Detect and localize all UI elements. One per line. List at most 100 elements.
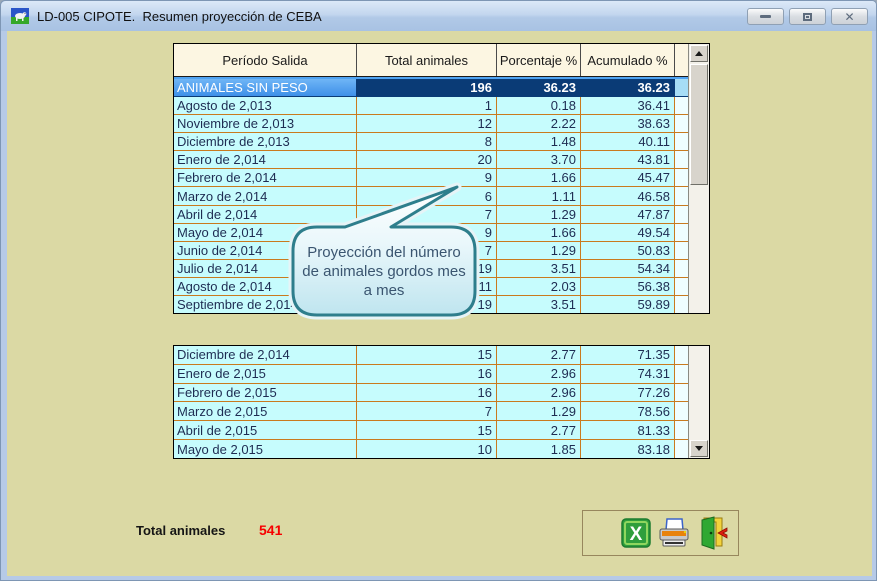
- table-cell[interactable]: 2.77: [497, 421, 581, 440]
- table-cell[interactable]: 10: [357, 440, 497, 458]
- table-cell[interactable]: 1.66: [497, 169, 581, 187]
- table-row[interactable]: Marzo de 2,015 7 1.29 78.56: [174, 402, 688, 422]
- table-cell[interactable]: 3.70: [497, 151, 581, 169]
- table-cell[interactable]: 19: [357, 295, 497, 314]
- spacer-cell[interactable]: [675, 440, 688, 458]
- table-cell[interactable]: 1.48: [497, 133, 581, 151]
- column-header-porcentaje[interactable]: Porcentaje %: [497, 44, 581, 76]
- table-cell[interactable]: 2.22: [497, 115, 581, 133]
- table-cell[interactable]: Enero de 2,014: [174, 151, 357, 169]
- table-cell[interactable]: Noviembre de 2,013: [174, 115, 357, 133]
- table-cell[interactable]: Diciembre de 2,013: [174, 133, 357, 151]
- table-cell[interactable]: 2.77: [497, 346, 581, 364]
- export-excel-button[interactable]: X: [620, 517, 652, 549]
- column-header-acumulado[interactable]: Acumulado %: [581, 44, 675, 76]
- table-cell[interactable]: 15: [357, 421, 497, 440]
- table-cell[interactable]: 83.18: [581, 440, 675, 458]
- table-cell[interactable]: 20: [357, 151, 497, 169]
- table-row[interactable]: Noviembre de 2,013 12 2.22 38.63: [174, 115, 688, 134]
- table-cell[interactable]: 1.11: [497, 187, 581, 205]
- close-button[interactable]: ✕: [831, 8, 868, 25]
- table-cell[interactable]: 1.66: [497, 223, 581, 241]
- table-cell[interactable]: Abril de 2,015: [174, 421, 357, 440]
- table-cell[interactable]: 11: [357, 277, 497, 295]
- table-cell[interactable]: 46.58: [581, 187, 675, 205]
- table-cell[interactable]: 12: [357, 115, 497, 133]
- minimize-button[interactable]: [747, 8, 784, 25]
- spacer-cell[interactable]: [675, 295, 688, 314]
- vertical-scrollbar[interactable]: [688, 346, 709, 458]
- table-cell[interactable]: ANIMALES SIN PESO: [174, 79, 357, 97]
- table-cell[interactable]: Febrero de 2,015: [174, 383, 357, 402]
- spacer-cell[interactable]: [675, 364, 688, 383]
- spacer-cell[interactable]: [675, 402, 688, 421]
- spacer-cell[interactable]: [675, 79, 688, 97]
- table-cell[interactable]: Enero de 2,015: [174, 364, 357, 383]
- table-cell[interactable]: 2.03: [497, 277, 581, 295]
- spacer-cell[interactable]: [675, 277, 688, 295]
- table-cell[interactable]: Febrero de 2,014: [174, 169, 357, 187]
- table-cell[interactable]: 9: [357, 169, 497, 187]
- table-cell[interactable]: Mayo de 2,014: [174, 223, 357, 241]
- table-cell[interactable]: 2.96: [497, 383, 581, 402]
- table-row[interactable]: Abril de 2,015 15 2.77 81.33: [174, 421, 688, 441]
- table-cell[interactable]: 56.38: [581, 277, 675, 295]
- table-cell[interactable]: 40.11: [581, 133, 675, 151]
- table-row[interactable]: Marzo de 2,014 6 1.11 46.58: [174, 187, 688, 206]
- spacer-cell[interactable]: [675, 187, 688, 205]
- table-row[interactable]: Mayo de 2,015 10 1.85 83.18: [174, 440, 688, 458]
- table-cell[interactable]: 16: [357, 383, 497, 402]
- table-row[interactable]: Enero de 2,014 20 3.70 43.81: [174, 151, 688, 170]
- table-cell[interactable]: Junio de 2,014: [174, 241, 357, 259]
- table-cell[interactable]: 16: [357, 364, 497, 383]
- spacer-cell[interactable]: [675, 115, 688, 133]
- table-cell[interactable]: Marzo de 2,015: [174, 402, 357, 421]
- table-cell[interactable]: 1.29: [497, 402, 581, 421]
- table-cell[interactable]: 54.34: [581, 259, 675, 277]
- table-cell[interactable]: 196: [357, 79, 497, 97]
- table-cell[interactable]: Septiembre de 2,014: [174, 295, 357, 314]
- table-row[interactable]: Mayo de 2,014 9 1.66 49.54: [174, 223, 688, 242]
- table-cell[interactable]: 0.18: [497, 97, 581, 115]
- spacer-cell[interactable]: [675, 133, 688, 151]
- table-cell[interactable]: 59.89: [581, 295, 675, 314]
- table-cell[interactable]: 7: [357, 402, 497, 421]
- table-row[interactable]: ANIMALES SIN PESO 196 36.23 36.23: [174, 77, 688, 98]
- table-row[interactable]: Abril de 2,014 7 1.29 47.87: [174, 205, 688, 224]
- table-cell[interactable]: 71.35: [581, 346, 675, 364]
- table-cell[interactable]: Agosto de 2,013: [174, 97, 357, 115]
- table-cell[interactable]: 43.81: [581, 151, 675, 169]
- table-cell[interactable]: 3.51: [497, 259, 581, 277]
- table-cell[interactable]: 45.47: [581, 169, 675, 187]
- table-cell[interactable]: Julio de 2,014: [174, 259, 357, 277]
- table-row[interactable]: Agosto de 2,014 11 2.03 56.38: [174, 277, 688, 296]
- table-cell[interactable]: 36.23: [581, 79, 675, 97]
- table-cell[interactable]: 3.51: [497, 295, 581, 314]
- table-row[interactable]: Junio de 2,014 7 1.29 50.83: [174, 241, 688, 260]
- table-cell[interactable]: 78.56: [581, 402, 675, 421]
- table-cell[interactable]: 38.63: [581, 115, 675, 133]
- table-row[interactable]: Diciembre de 2,014 15 2.77 71.35: [174, 346, 688, 365]
- spacer-cell[interactable]: [675, 223, 688, 241]
- table-row[interactable]: Diciembre de 2,013 8 1.48 40.11: [174, 133, 688, 152]
- table-row[interactable]: Julio de 2,014 19 3.51 54.34: [174, 259, 688, 278]
- table-cell[interactable]: Marzo de 2,014: [174, 187, 357, 205]
- table-cell[interactable]: 36.23: [497, 79, 581, 97]
- table-row[interactable]: Enero de 2,015 16 2.96 74.31: [174, 364, 688, 384]
- table-cell[interactable]: 2.96: [497, 364, 581, 383]
- table-cell[interactable]: 15: [357, 346, 497, 364]
- scroll-down-button[interactable]: [690, 440, 708, 457]
- spacer-cell[interactable]: [675, 421, 688, 440]
- maximize-button[interactable]: [789, 8, 826, 25]
- table-cell[interactable]: 9: [357, 223, 497, 241]
- table-cell[interactable]: 7: [357, 241, 497, 259]
- scroll-up-button[interactable]: [690, 45, 708, 62]
- table-cell[interactable]: 1.85: [497, 440, 581, 458]
- table-row[interactable]: Febrero de 2,014 9 1.66 45.47: [174, 169, 688, 188]
- table-row[interactable]: Agosto de 2,013 1 0.18 36.41: [174, 97, 688, 116]
- table-cell[interactable]: 1.29: [497, 205, 581, 223]
- table-cell[interactable]: 49.54: [581, 223, 675, 241]
- table-row[interactable]: Septiembre de 2,014 19 3.51 59.89: [174, 295, 688, 314]
- table-cell[interactable]: Abril de 2,014: [174, 205, 357, 223]
- spacer-cell[interactable]: [675, 205, 688, 223]
